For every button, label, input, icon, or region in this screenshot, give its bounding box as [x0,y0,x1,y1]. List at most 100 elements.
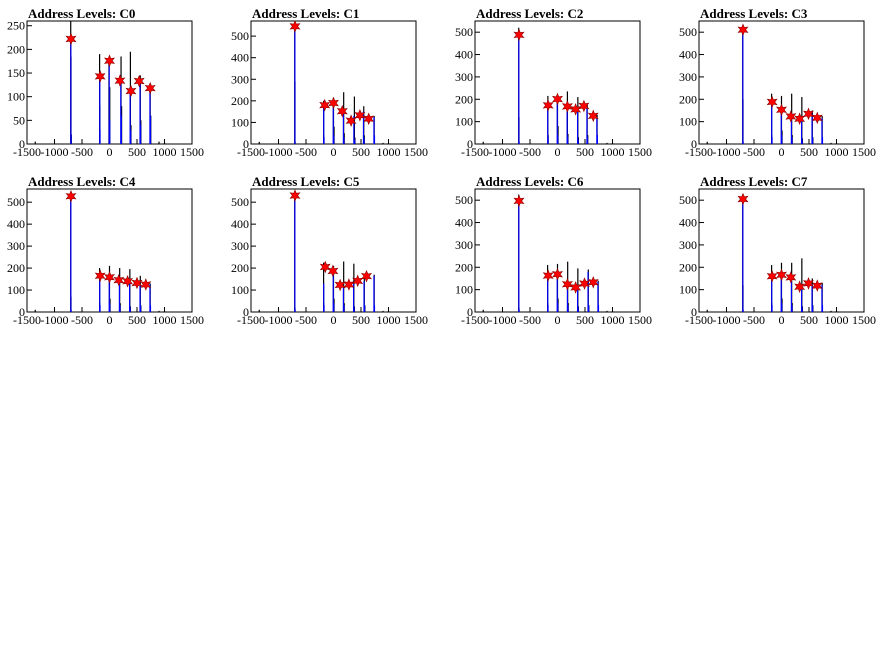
x-tick-label: 500 [352,313,370,327]
y-tick-label: 100 [455,115,473,129]
panel-title: Address Levels: C0 [28,6,135,21]
y-tick-label: 0 [691,305,697,319]
x-tick-label: 0 [779,313,785,327]
y-tick-label: 100 [679,283,697,297]
x-tick-label: -1500 [461,145,489,159]
chart-panel-2: Address Levels: C20100200300400500-1500-… [455,6,652,159]
x-tick-label: 1500 [404,145,428,159]
x-tick-label: 500 [128,313,146,327]
x-tick-label: 1500 [628,313,652,327]
peak-star-marker [794,112,806,126]
y-tick-label: 100 [7,283,25,297]
x-tick-label: 1000 [825,145,849,159]
peak-star-marker [319,260,331,274]
chart-panel-5: Address Levels: C50100200300400500-1500-… [231,174,428,327]
y-tick-label: 300 [679,238,697,252]
peak-star-marker [737,23,749,36]
peak-star-marker [122,275,134,288]
chart-panel-0: Address Levels: C0 0 50 100 150 200 250 -1500 -1… [7,6,204,159]
peak-star-marker [578,99,590,113]
y-tick-label: 0 [19,137,25,151]
peak-star-marker [354,109,366,122]
x-tick-label: -1500 [685,145,713,159]
peak-star-marker [542,98,554,112]
y-tick-label: 200 [231,261,249,275]
y-tick-label: 400 [231,217,249,231]
y-tick-label: 400 [455,216,473,230]
x-tick-label: -1000 [713,313,741,327]
x-tick-label: -1000 [489,145,517,159]
panel-title: Address Levels: C2 [476,6,583,21]
peak-star-marker [131,276,143,290]
y-tick-label: 300 [7,239,25,253]
peak-star-marker [587,275,599,289]
chart-panel-1: Address Levels: C10100200300400500-1500-… [231,6,428,159]
peak-star-marker [561,278,573,291]
peak-star-marker [103,271,116,284]
panel-title: Address Levels: C5 [252,174,360,189]
x-tick-label: -1000 [489,313,517,327]
peak-star-marker [319,98,331,112]
x-tick-label: -500 [295,313,317,327]
peak-star-marker [570,281,582,294]
x-tick-label: -1000 [265,145,293,159]
panel-title: Address Levels: C6 [476,174,584,189]
panel-title: Address Levels: C7 [700,174,808,189]
x-tick-label: 500 [800,145,818,159]
panel-title: Address Levels: C4 [28,174,136,189]
y-tick-label: 300 [455,70,473,84]
x-tick-label: -1000 [265,313,293,327]
x-tick-label: 0 [555,145,561,159]
x-tick-label: 0 [107,313,113,327]
y-tick-label: 300 [679,70,697,84]
x-tick-label: 0 [107,145,113,159]
y-tick-label: 0 [467,137,473,151]
peak-star-marker [513,194,525,208]
x-tick-label: 1000 [377,145,401,159]
peak-star-marker [766,95,778,109]
y-tick-label: 100 [231,283,249,297]
peak-star-marker [811,111,823,125]
x-tick-label: 500 [352,145,370,159]
peak-star-marker [343,278,355,291]
x-tick-label: -1000 [41,313,69,327]
chart-panel-7: Address Levels: C70100200300400500-1500-… [679,174,876,327]
y-tick-label: 100 [231,115,249,129]
peak-star-marker [327,264,339,278]
y-tick-label: 500 [679,193,697,207]
peak-star-marker [65,32,77,46]
peak-star-marker [551,92,564,106]
x-tick-label: 1500 [180,313,204,327]
x-tick-label: 0 [331,313,337,327]
peak-star-marker [289,189,301,202]
x-tick-label: -1500 [13,313,41,327]
x-tick-label: 500 [576,145,594,159]
y-tick-label: 100 [679,115,697,129]
chart-panel-6: Address Levels: C60100200300400500-1500-… [455,174,652,327]
y-tick-label: 0 [243,137,249,151]
y-tick-label: 200 [679,260,697,274]
y-tick-label: 100 [455,283,473,297]
peak-star-marker [360,269,373,283]
peak-star-marker [561,100,573,113]
peak-star-marker [336,104,348,118]
x-tick-label: 500 [800,313,818,327]
x-tick-label: 1000 [153,145,177,159]
peak-star-marker [114,74,126,87]
peak-star-marker [144,81,156,95]
y-tick-label: 500 [231,195,249,209]
y-tick-label: 300 [231,72,249,86]
x-tick-label: -1000 [713,145,741,159]
peak-star-marker [551,267,564,281]
x-tick-label: -500 [71,145,93,159]
chart-panel-4: Address Levels: C40100200300400500-1500-… [7,174,204,327]
peak-star-marker [94,269,106,283]
peak-star-marker [775,268,788,282]
x-tick-label: 500 [128,145,146,159]
x-tick-label: 1000 [601,145,625,159]
y-tick-label: 500 [455,25,473,39]
peak-star-marker [125,84,137,98]
y-tick-label: 500 [455,193,473,207]
y-tick-label: 400 [231,51,249,65]
x-tick-label: -1500 [461,313,489,327]
